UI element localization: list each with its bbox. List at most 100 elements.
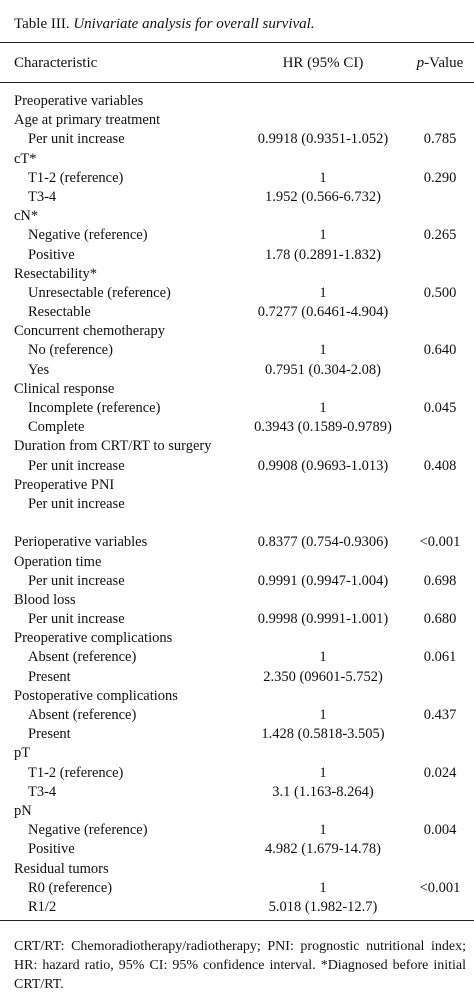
row-label: Unresectable (reference)	[28, 284, 171, 301]
row-p-value: 0.290	[423, 169, 457, 186]
row-label: Operation time	[14, 553, 102, 570]
row-hr-value: 1	[319, 707, 327, 723]
row-hr-value: 1.78 (0.2891-1.832)	[265, 246, 381, 263]
row-label: Per unit increase	[28, 457, 125, 474]
table-row: Absent (reference) 1 0.437	[0, 706, 474, 725]
table-row: cT*	[0, 150, 474, 169]
table-row: T3-4 1.952 (0.566-6.732)	[0, 188, 474, 207]
table-row: T1-2 (reference) 1 0.024	[0, 764, 474, 783]
row-label: cT*	[14, 150, 37, 167]
row-hr-value: 1.428 (0.5818-3.505)	[261, 726, 385, 743]
row-hr-value: 1	[319, 400, 327, 416]
row-label: Residual tumors	[14, 860, 109, 877]
table-footnote: CRT/RT: Chemoradiotherapy/radiotherapy; …	[14, 939, 466, 992]
row-label: Resectability*	[14, 265, 97, 282]
header-p-italic: p	[416, 55, 425, 71]
row-label: Absent (reference)	[28, 707, 137, 723]
row-label: T3-4	[28, 783, 57, 800]
table-row: Per unit increase 0.9918 (0.9351-1.052) 0.…	[0, 130, 474, 149]
row-label: Yes	[28, 361, 50, 378]
table-row: Concurrent chemotherapy	[0, 322, 474, 341]
row-hr-value: 0.9908 (0.9693-1.013)	[257, 457, 389, 474]
row-hr-value: 2.350 (09601-5.752)	[263, 668, 383, 685]
table-row: Preoperative variables	[0, 92, 474, 111]
table-row: Absent (reference) 1 0.061	[0, 648, 474, 667]
row-label: Per unit increase	[28, 131, 125, 148]
table-row: Duration from CRT/RT to surgery	[0, 437, 474, 456]
table-row: Resectable 0.7277 (0.6461-4.904)	[0, 303, 474, 322]
row-label: Present	[28, 726, 71, 743]
header-rule	[0, 82, 474, 83]
row-hr-value: 5.018 (1.982-12.7)	[268, 898, 378, 915]
row-hr-value: 0.3943 (0.1589-0.9789)	[254, 419, 392, 436]
row-label: T1-2 (reference)	[28, 764, 124, 781]
row-label: Blood loss	[14, 591, 76, 608]
table-row: pT	[0, 744, 474, 763]
table-row: cN*	[0, 207, 474, 226]
table-row: Yes 0.7951 (0.304-2.08)	[0, 361, 474, 380]
table-row: Positive 4.982 (1.679-14.78)	[0, 840, 474, 859]
table-row: Perioperative variables 0.8377 (0.754-0.9…	[0, 533, 474, 552]
table-caption: Table III. Univariate analysis for overa…	[14, 14, 315, 34]
row-hr-value: 0.7951 (0.304-2.08)	[265, 361, 381, 378]
table-row: Resectability*	[0, 265, 474, 284]
row-hr-value: 1	[319, 284, 327, 301]
table-row: Preoperative complications	[0, 629, 474, 648]
row-hr-value: 0.7277 (0.6461-4.904)	[257, 304, 389, 321]
row-p-value: 0.785	[423, 131, 457, 148]
table-row: Operation time	[0, 553, 474, 572]
caption-title: Univariate analysis for overall survival…	[73, 16, 315, 32]
table-row: Per unit increase	[0, 495, 474, 514]
row-hr-value: 0.9918 (0.9351-1.052)	[257, 131, 389, 148]
row-label: Absent (reference)	[28, 649, 137, 666]
row-label: Per unit increase	[28, 611, 125, 628]
row-label: Negative (reference)	[28, 822, 148, 839]
row-label: Positive	[28, 246, 75, 263]
table-row: Clinical response	[0, 380, 474, 399]
row-label: T1-2 (reference)	[28, 169, 124, 186]
row-hr-value: 4.982 (1.679-14.78)	[265, 841, 381, 858]
row-label: cN*	[14, 208, 39, 225]
row-label: Per unit increase	[28, 495, 125, 512]
row-label: Negative (reference)	[28, 227, 148, 244]
table-row: Residual tumors	[0, 860, 474, 879]
row-label: R0 (reference)	[28, 879, 113, 896]
table-row: Negative (reference) 1 0.004	[0, 821, 474, 840]
row-label: Postoperative complications	[14, 687, 178, 704]
row-hr-value: 1	[319, 342, 327, 359]
bottom-rule	[0, 920, 474, 921]
row-hr-value: 1	[319, 822, 327, 839]
table-row: R1/2 5.018 (1.982-12.7)	[0, 898, 474, 917]
row-hr-value: 1	[319, 649, 327, 666]
table-row: Present 1.428 (0.5818-3.505)	[0, 725, 474, 744]
row-label: Duration from CRT/RT to surgery	[14, 438, 212, 455]
table-row: pN	[0, 802, 474, 821]
row-label: Complete	[28, 419, 85, 436]
table-row: Per unit increase 0.9998 (0.9991-1.001) 0.…	[0, 610, 474, 629]
row-label: Per unit increase	[28, 572, 125, 589]
caption-label: Table III.	[14, 16, 70, 32]
row-hr-value: 0.9998 (0.9991-1.001)	[257, 611, 389, 628]
row-p-value: 0.408	[423, 457, 457, 474]
header-p-rest: -Value	[424, 55, 464, 71]
row-label: No (reference)	[28, 342, 113, 359]
row-p-value: 0.698	[423, 572, 457, 589]
row-p-value: 0.045	[423, 400, 457, 416]
row-label: Present	[28, 668, 71, 685]
row-hr-value: 0.9991 (0.9947-1.004)	[257, 572, 389, 589]
table-row: Blood loss	[0, 591, 474, 610]
header-hr: HR (95% CI)	[282, 55, 364, 71]
row-label: Incomplete (reference)	[28, 400, 161, 416]
table-row: Incomplete (reference) 1 0.045	[0, 399, 474, 418]
header-characteristic: Characteristic	[14, 55, 98, 71]
row-p-value: <0.001	[419, 879, 461, 896]
table-row	[0, 514, 474, 533]
table-row: R0 (reference) 1 <0.001	[0, 879, 474, 898]
row-label: pT	[14, 745, 31, 762]
header-p-value: p-Value	[408, 52, 472, 74]
table-row: Preoperative PNI	[0, 476, 474, 495]
row-label: R1/2	[28, 898, 57, 915]
row-label: Clinical response	[14, 380, 115, 397]
row-label: Concurrent chemotherapy	[14, 323, 165, 340]
table-row: No (reference) 1 0.640	[0, 341, 474, 360]
